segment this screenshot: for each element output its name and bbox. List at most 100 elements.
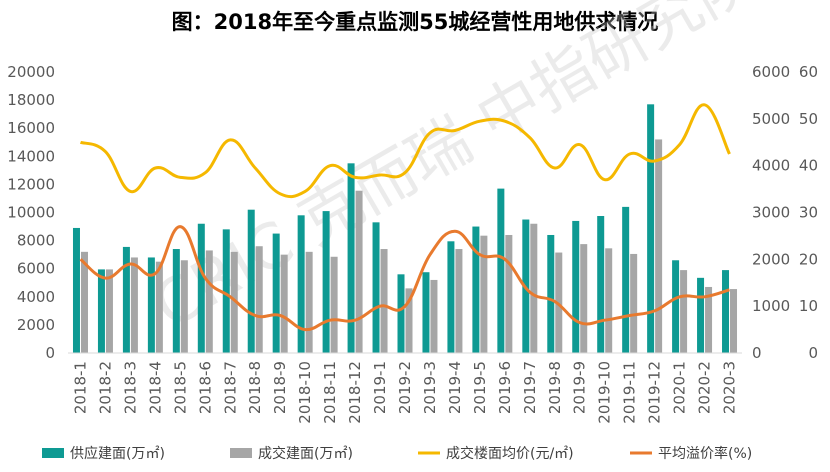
right-axis-price-tick-label: 0: [752, 344, 762, 362]
deal-bar: [580, 244, 588, 353]
right-axis-rate-tick-label: 60: [799, 63, 818, 81]
supply-bar: [472, 226, 480, 353]
x-tick-label: 2019-5: [471, 361, 489, 414]
supply-bar: [572, 220, 580, 353]
legend-label: 供应建面(万㎡): [70, 445, 165, 462]
deal-bar: [180, 260, 188, 353]
right-axis-rate-tick-label: 40: [799, 157, 818, 175]
x-tick-label: 2018-6: [196, 361, 214, 414]
x-tick-label: 2018-8: [246, 361, 264, 414]
supply-bar: [247, 209, 255, 353]
x-tick-label: 2019-3: [421, 361, 439, 414]
supply-bar: [422, 272, 430, 353]
supply-bar: [172, 249, 180, 353]
supply-bar: [647, 104, 655, 353]
deal-bar: [80, 251, 88, 353]
deal-bar: [155, 261, 163, 353]
x-tick-label: 2018-10: [296, 361, 314, 424]
x-tick-label: 2020-2: [696, 361, 714, 414]
deal-bar: [730, 289, 738, 353]
x-tick-label: 2018-5: [171, 361, 189, 414]
right-axis-price-tick-label: 5000: [752, 110, 790, 128]
supply-bar: [97, 269, 105, 353]
left-axis-tick-label: 2000: [17, 316, 55, 334]
right-axis-rate-tick-label: 20: [799, 250, 818, 268]
left-axis-tick-label: 18000: [7, 91, 55, 109]
supply-bar: [222, 229, 230, 353]
premium-rate-line: [79, 225, 730, 332]
deal-bar: [655, 139, 663, 353]
deal-bar: [230, 251, 238, 353]
supply-bar: [722, 270, 730, 353]
x-tick-label: 2019-7: [521, 361, 539, 414]
deal-bar: [505, 234, 513, 353]
x-tick-label: 2018-4: [146, 361, 164, 414]
right-axis-price-tick-label: 4000: [752, 157, 790, 175]
deal-bar: [330, 256, 338, 353]
supply-bar: [347, 163, 355, 353]
x-tick-label: 2019-11: [621, 361, 639, 424]
right-axis-price-tick-label: 3000: [752, 204, 790, 222]
x-tick-label: 2019-12: [646, 361, 664, 424]
left-axis-tick-label: 6000: [17, 260, 55, 278]
chart-title: 图：2018年至今重点监测55城经营性用地供求情况: [171, 10, 659, 34]
deal-bar: [205, 250, 213, 353]
legend-label: 成交楼面均价(元/㎡): [446, 445, 574, 462]
x-tick-label: 2018-12: [346, 361, 364, 424]
supply-bar: [297, 215, 305, 353]
legend-label: 成交建面(万㎡): [258, 445, 353, 462]
supply-bar: [672, 260, 680, 353]
legend-label: 平均溢价率(%): [658, 445, 752, 462]
x-tick-label: 2020-3: [721, 361, 739, 414]
x-tick-label: 2019-4: [446, 361, 464, 414]
x-tick-label: 2019-6: [496, 361, 514, 414]
deal-bar: [705, 286, 713, 353]
left-axis-tick-label: 4000: [17, 288, 55, 306]
x-tick-label: 2019-2: [396, 361, 414, 414]
supply-bar: [497, 188, 505, 353]
x-tick-label: 2018-3: [121, 361, 139, 414]
deal-bar: [255, 246, 263, 353]
deal-bar: [480, 235, 488, 353]
right-axis-price-tick-label: 6000: [752, 63, 790, 81]
x-tick-label: 2018-2: [96, 361, 114, 414]
deal-bar: [305, 251, 313, 353]
left-axis-tick-label: 8000: [17, 232, 55, 250]
left-axis-tick-label: 16000: [7, 119, 55, 137]
deal-bar: [280, 254, 288, 353]
deal-bar: [380, 249, 388, 353]
deal-bar: [355, 190, 363, 353]
left-axis-tick-label: 10000: [7, 204, 55, 222]
price-line: [79, 103, 731, 199]
deal-bar: [130, 257, 138, 353]
supply-bar: [272, 233, 280, 353]
deal-bar: [405, 288, 413, 353]
x-tick-label: 2019-1: [371, 361, 389, 414]
x-tick-label: 2019-8: [546, 361, 564, 414]
deal-bar: [530, 223, 538, 353]
x-tick-label: 2019-10: [596, 361, 614, 424]
legend-swatch: [230, 448, 252, 458]
deal-bar: [105, 269, 113, 353]
legend-swatch: [42, 448, 64, 458]
deal-bar: [680, 270, 688, 353]
left-axis-tick-label: 20000: [7, 63, 55, 81]
supply-bar: [147, 257, 155, 353]
supply-bar: [372, 222, 380, 353]
supply-bar: [197, 223, 205, 353]
x-tick-label: 2020-1: [671, 361, 689, 414]
right-axis-rate-tick-label: 30: [799, 204, 818, 222]
supply-bar: [447, 241, 455, 353]
right-axis-rate-tick-label: 50: [799, 110, 818, 128]
left-axis-tick-label: 14000: [7, 147, 55, 165]
x-tick-label: 2018-11: [321, 361, 339, 424]
x-tick-label: 2019-9: [571, 361, 589, 414]
right-axis-rate-tick-label: 0: [808, 344, 818, 362]
right-axis-rate-tick-label: 10: [799, 297, 818, 315]
supply-bar: [322, 211, 330, 353]
supply-bar: [697, 277, 705, 353]
x-tick-label: 2018-1: [71, 361, 89, 414]
supply-bar: [597, 216, 605, 353]
deal-bar: [605, 248, 613, 353]
